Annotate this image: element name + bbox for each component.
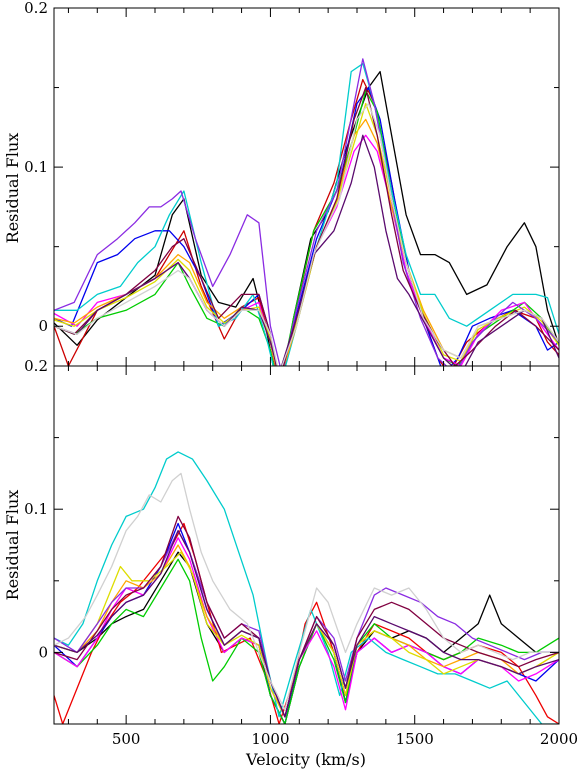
top-y-tick-label: 0 — [38, 317, 48, 335]
bottom-y-tick-label: 0.1 — [24, 500, 48, 518]
bottom-axis-ticks: 0 0.1 0.2 500 1000 1500 2000 — [24, 357, 578, 748]
top-series-line-7 — [54, 102, 559, 366]
bottom-y-axis-label: Residual Flux — [3, 490, 22, 601]
top-y-axis-label: Residual Flux — [3, 133, 22, 244]
x-axis-label: Velocity (km/s) — [245, 750, 366, 769]
bottom-series-line-3 — [54, 558, 559, 724]
bottom-series-line-11 — [54, 472, 559, 711]
top-panel: 0 0.1 0.2 Residual Flux — [3, 0, 560, 367]
x-tick-label: 1500 — [396, 730, 434, 748]
bottom-y-tick-label: 0 — [38, 643, 48, 661]
bottom-series-line-6 — [54, 544, 559, 718]
top-series-line-9 — [54, 86, 559, 366]
x-tick-label: 1000 — [251, 730, 289, 748]
top-y-tick-label: 0.2 — [24, 0, 48, 17]
top-plot-frame — [53, 7, 560, 367]
top-series-line-0 — [54, 70, 559, 366]
top-series-line-2 — [54, 86, 559, 366]
bottom-series-line-7 — [54, 551, 559, 718]
top-axis-ticks: 0 0.1 0.2 — [24, 0, 560, 366]
bottom-series-line-10 — [54, 530, 559, 718]
top-series-line-3 — [54, 90, 559, 366]
top-series-group — [54, 58, 559, 366]
bottom-y-tick-label: 0.2 — [24, 357, 48, 375]
bottom-series-line-4 — [54, 451, 559, 724]
bottom-series-group — [54, 451, 559, 724]
top-series-line-6 — [54, 118, 559, 366]
bottom-plot-frame — [53, 365, 560, 725]
bottom-panel: 0 0.1 0.2 500 1000 1500 2000 Residual Flux Vel… — [3, 357, 578, 769]
x-tick-label: 500 — [112, 730, 141, 748]
x-tick-label: 2000 — [540, 730, 578, 748]
top-series-line-11 — [54, 102, 559, 366]
bottom-series-line-9 — [54, 515, 559, 718]
top-series-line-1 — [54, 78, 559, 366]
top-y-tick-label: 0.1 — [24, 158, 48, 176]
top-series-line-10 — [54, 134, 559, 366]
